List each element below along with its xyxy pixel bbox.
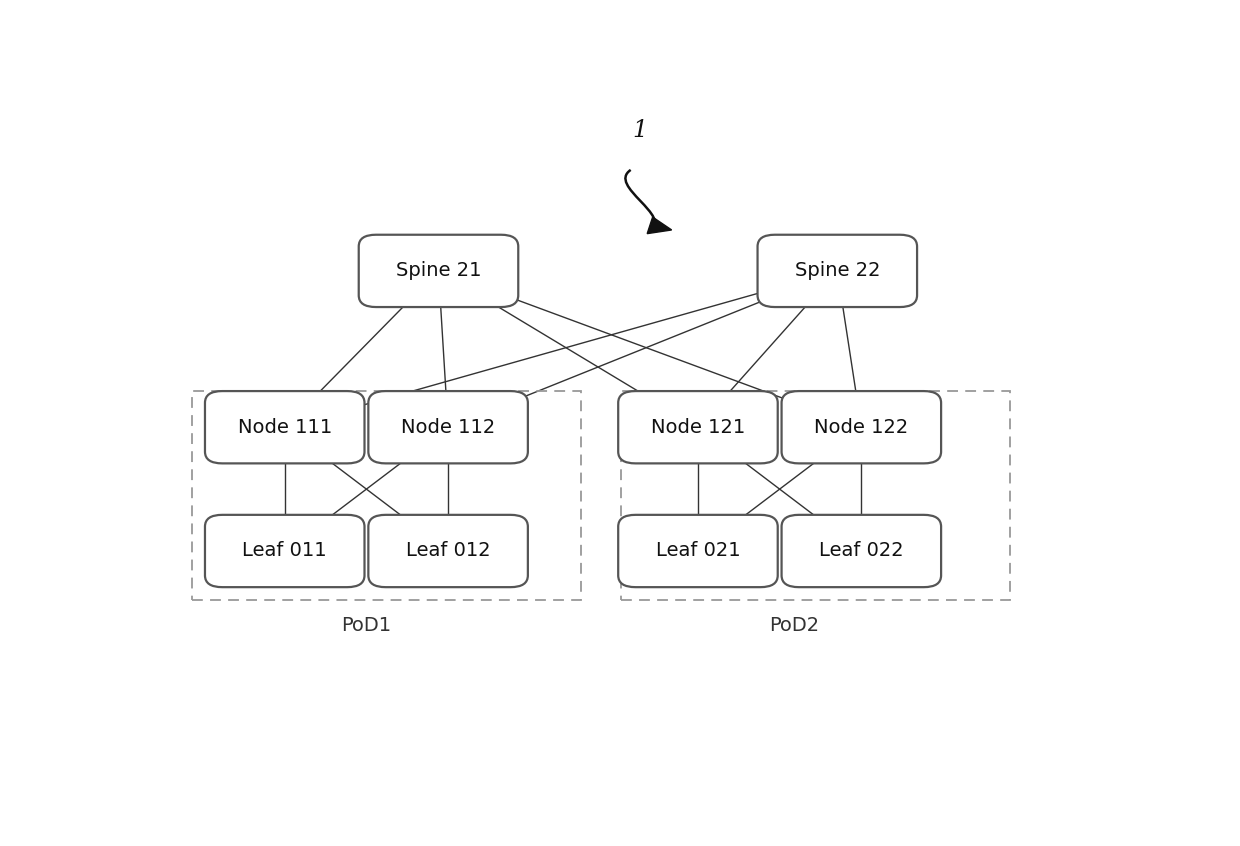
Text: PoD2: PoD2 [769,616,820,635]
FancyBboxPatch shape [781,391,941,464]
Text: Leaf 022: Leaf 022 [820,541,904,561]
FancyBboxPatch shape [368,391,528,464]
Text: Leaf 021: Leaf 021 [656,541,740,561]
FancyBboxPatch shape [205,515,365,587]
Polygon shape [647,217,672,233]
Text: Spine 22: Spine 22 [795,261,880,280]
Text: Spine 21: Spine 21 [396,261,481,280]
Text: Node 111: Node 111 [238,418,332,437]
FancyBboxPatch shape [781,515,941,587]
Text: Node 112: Node 112 [401,418,495,437]
Text: Node 121: Node 121 [651,418,745,437]
FancyBboxPatch shape [358,234,518,307]
FancyBboxPatch shape [758,234,918,307]
Text: 1: 1 [632,119,647,142]
Text: PoD1: PoD1 [341,616,392,635]
FancyBboxPatch shape [368,515,528,587]
Text: Leaf 012: Leaf 012 [405,541,490,561]
Text: Node 122: Node 122 [815,418,909,437]
FancyBboxPatch shape [205,391,365,464]
Text: Leaf 011: Leaf 011 [243,541,327,561]
FancyBboxPatch shape [619,515,777,587]
FancyBboxPatch shape [619,391,777,464]
